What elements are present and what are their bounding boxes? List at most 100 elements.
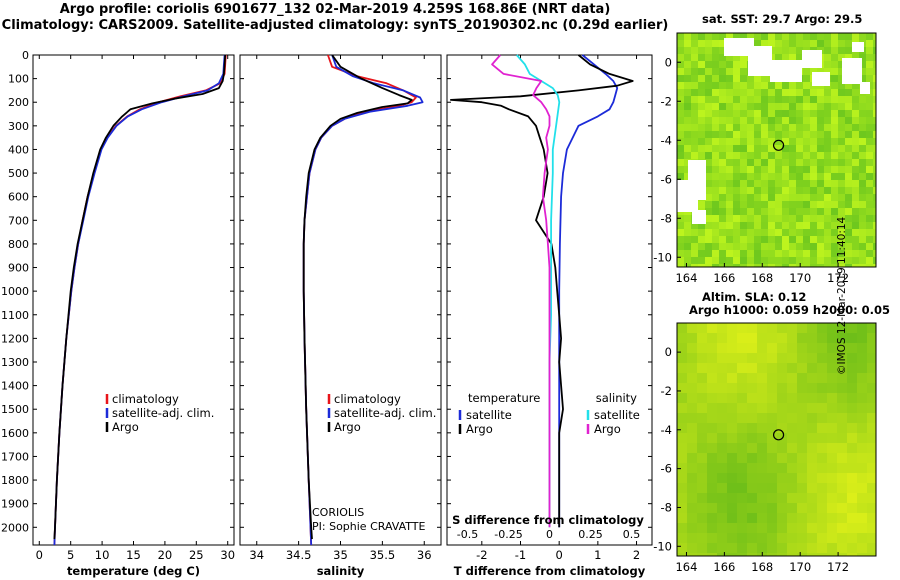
map-cell bbox=[827, 543, 837, 553]
map-cell bbox=[807, 523, 817, 533]
map-cell bbox=[754, 264, 761, 267]
map-cell bbox=[726, 103, 733, 110]
map-cell bbox=[803, 229, 810, 236]
map-cell bbox=[705, 229, 712, 236]
map-cell bbox=[807, 393, 817, 403]
map-cell bbox=[873, 145, 876, 152]
map-cell bbox=[691, 257, 698, 264]
map-cell bbox=[768, 117, 775, 124]
map-cell bbox=[817, 152, 824, 159]
map-cell bbox=[827, 353, 837, 363]
legend-title-salinity: salinity bbox=[596, 391, 637, 405]
map-cell bbox=[847, 323, 857, 333]
map-cell bbox=[827, 533, 837, 543]
map-cell bbox=[824, 54, 831, 61]
map-cell bbox=[717, 413, 727, 423]
map-cell bbox=[775, 96, 782, 103]
map-cell bbox=[740, 54, 747, 61]
map-cell bbox=[717, 383, 727, 393]
map-cell bbox=[810, 194, 817, 201]
map-cell bbox=[677, 222, 684, 229]
map-cell bbox=[775, 82, 782, 89]
map-cell bbox=[733, 215, 740, 222]
map-cell bbox=[845, 173, 852, 180]
map-cell bbox=[761, 40, 768, 47]
map-cell bbox=[767, 553, 777, 556]
map-cell bbox=[733, 61, 740, 68]
map-cell bbox=[705, 145, 712, 152]
map-cell bbox=[817, 103, 824, 110]
map-cell bbox=[775, 117, 782, 124]
map-cell bbox=[740, 222, 747, 229]
map-cell bbox=[717, 373, 727, 383]
map-cell bbox=[866, 110, 873, 117]
map-cell bbox=[726, 82, 733, 89]
map-cell bbox=[761, 138, 768, 145]
map-cell bbox=[807, 373, 817, 383]
map-cell bbox=[866, 243, 873, 250]
map-cell bbox=[705, 138, 712, 145]
map-cell bbox=[707, 363, 717, 373]
map-cell bbox=[727, 523, 737, 533]
map-cell bbox=[727, 483, 737, 493]
map-cell bbox=[717, 403, 727, 413]
map-cell bbox=[717, 463, 727, 473]
map-cell bbox=[810, 222, 817, 229]
map-cell bbox=[757, 373, 767, 383]
map-cell bbox=[677, 131, 684, 138]
map-cell bbox=[687, 403, 697, 413]
map-cell bbox=[712, 194, 719, 201]
map-cell bbox=[717, 323, 727, 333]
map-cell bbox=[789, 187, 796, 194]
map-cell bbox=[787, 423, 797, 433]
map-cell bbox=[824, 194, 831, 201]
map-cell bbox=[691, 145, 698, 152]
map-cell bbox=[866, 117, 873, 124]
map-cell bbox=[761, 236, 768, 243]
map-cell bbox=[837, 373, 847, 383]
map-cell bbox=[761, 124, 768, 131]
map-cell bbox=[698, 82, 705, 89]
map-cell bbox=[698, 152, 705, 159]
map-cell bbox=[717, 503, 727, 513]
map-cell bbox=[796, 236, 803, 243]
map-cell bbox=[831, 68, 838, 75]
map-cell bbox=[726, 124, 733, 131]
map-cell bbox=[754, 33, 761, 40]
map-cell bbox=[857, 373, 867, 383]
map-cell bbox=[737, 553, 747, 556]
map-cell bbox=[705, 250, 712, 257]
map-cell bbox=[782, 89, 789, 96]
plot-frame-temp bbox=[32, 54, 235, 546]
map-cell bbox=[873, 215, 876, 222]
map-cell bbox=[803, 40, 810, 47]
map-cell bbox=[803, 131, 810, 138]
map-cell bbox=[733, 229, 740, 236]
map-cell bbox=[831, 222, 838, 229]
map-cell bbox=[867, 543, 876, 553]
map-cell bbox=[726, 159, 733, 166]
map-cell bbox=[837, 453, 847, 463]
map-cell bbox=[719, 47, 726, 54]
map-cell bbox=[845, 250, 852, 257]
map-cell bbox=[873, 54, 876, 61]
map-cell bbox=[831, 96, 838, 103]
map-cell bbox=[817, 257, 824, 264]
map-cell bbox=[737, 463, 747, 473]
map-cell bbox=[796, 222, 803, 229]
map-cell bbox=[747, 236, 754, 243]
map-cell bbox=[768, 131, 775, 138]
institution-label: CORIOLIS bbox=[312, 506, 364, 519]
map-cell bbox=[782, 208, 789, 215]
map-cell bbox=[717, 513, 727, 523]
map-cell bbox=[824, 264, 831, 267]
map-cell bbox=[737, 433, 747, 443]
map-cell bbox=[796, 215, 803, 222]
map-cell bbox=[737, 473, 747, 483]
map-cell bbox=[719, 33, 726, 40]
map-cell bbox=[782, 96, 789, 103]
x-tick-label: 35 bbox=[333, 548, 348, 562]
map-cell bbox=[817, 194, 824, 201]
map-cell bbox=[782, 33, 789, 40]
series-line-temperature-satellite bbox=[558, 54, 619, 528]
